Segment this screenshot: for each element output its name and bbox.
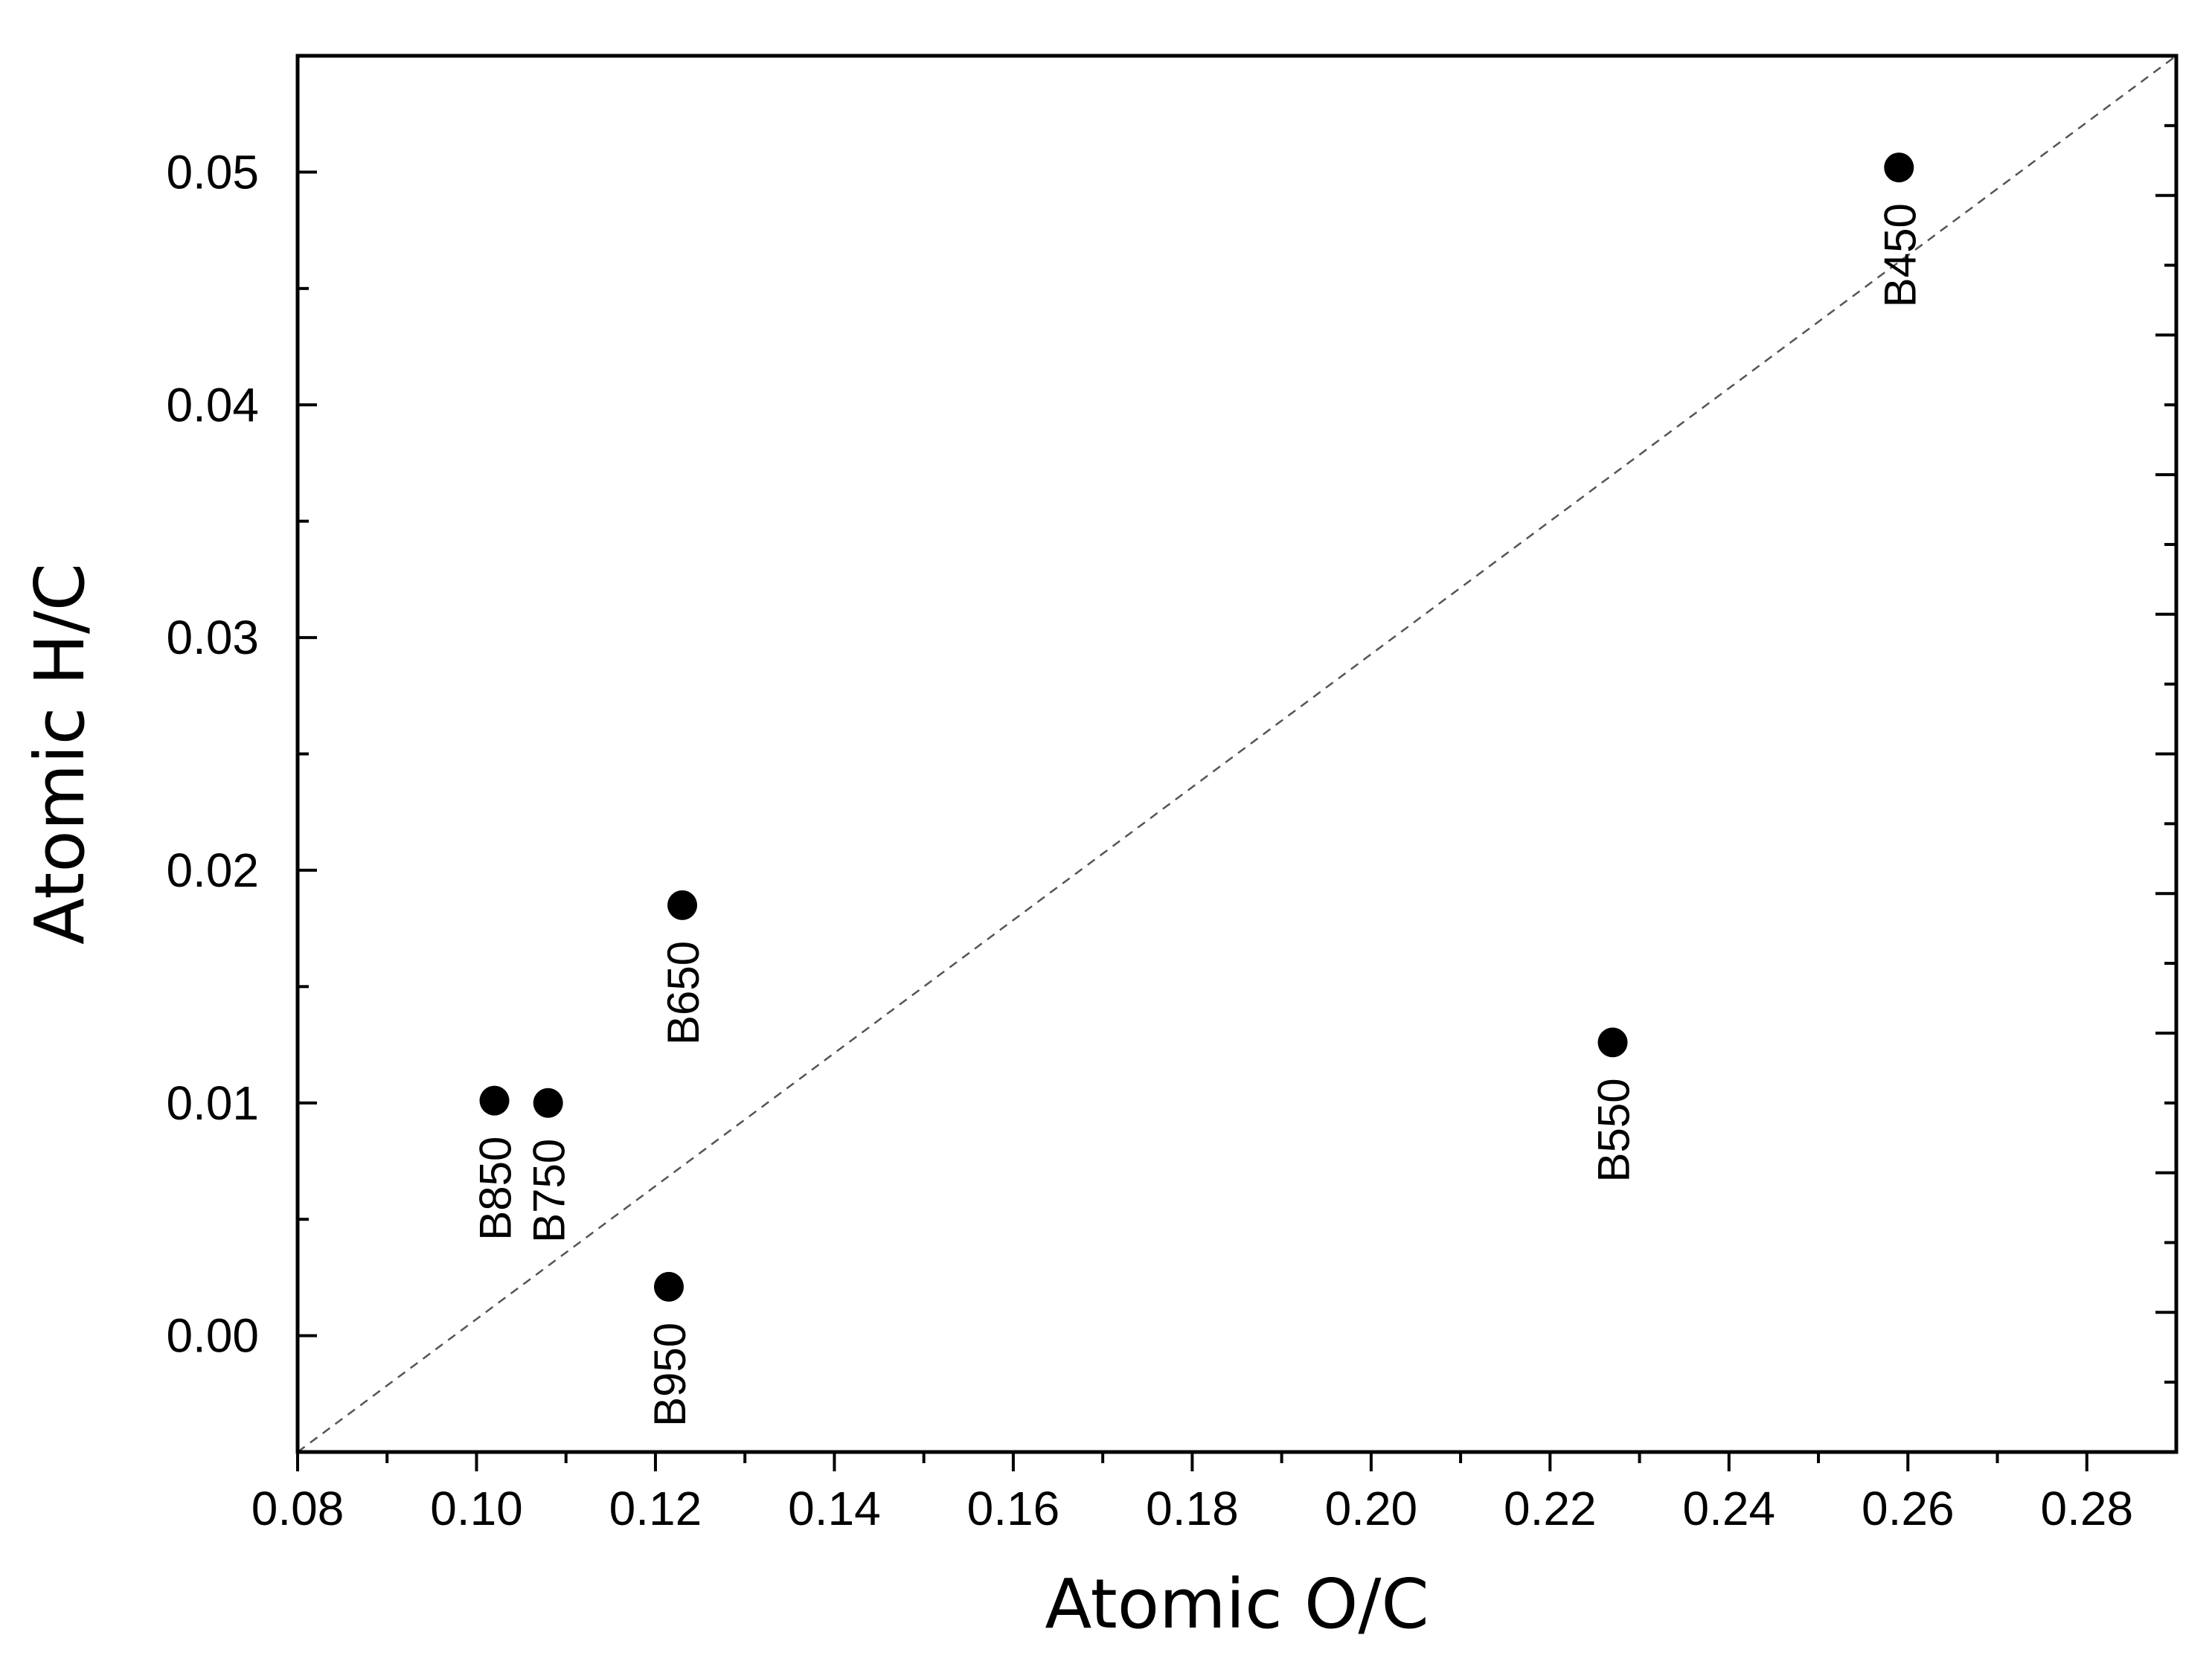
y-tick-label: 0.01 — [166, 1076, 259, 1130]
x-tick-label: 0.12 — [609, 1482, 702, 1535]
x-tick-label: 0.10 — [430, 1482, 523, 1535]
plot-frame — [295, 54, 2179, 1454]
data-point-b550 — [1597, 1027, 1628, 1058]
data-point-b950 — [653, 1271, 684, 1302]
data-point-b450 — [1884, 152, 1914, 183]
y-tick-label: 0.02 — [166, 844, 259, 897]
y-axis-ticks: 0.00 0.01 0.02 0.03 0.04 0.05 — [166, 54, 2176, 1453]
point-label-b550: B550 — [1589, 1078, 1639, 1182]
point-label-b950: B950 — [645, 1323, 695, 1427]
y-tick-label: 0.00 — [166, 1309, 259, 1363]
x-tick-label: 0.20 — [1325, 1482, 1418, 1535]
data-point-b650 — [667, 890, 698, 920]
data-point-b850 — [479, 1085, 510, 1116]
y-tick-label: 0.05 — [166, 145, 259, 199]
point-label-b450: B450 — [1875, 203, 1925, 307]
point-label-b650: B650 — [658, 941, 708, 1045]
y-tick-label: 0.04 — [166, 378, 259, 431]
data-point-b750 — [533, 1088, 563, 1118]
y-tick-label: 0.03 — [166, 611, 259, 664]
point-label-b750: B750 — [525, 1139, 574, 1243]
y-axis-title: Atomic H/C — [20, 563, 100, 945]
x-tick-label: 0.24 — [1683, 1482, 1776, 1535]
x-tick-label: 0.14 — [788, 1482, 881, 1535]
x-tick-label: 0.16 — [967, 1482, 1060, 1535]
point-label-b850: B850 — [471, 1137, 521, 1241]
x-axis-title: Atomic O/C — [1045, 1564, 1429, 1644]
x-tick-label: 0.22 — [1504, 1482, 1597, 1535]
x-tick-label: 0.26 — [1862, 1482, 1955, 1535]
x-tick-label: 0.18 — [1146, 1482, 1239, 1535]
x-tick-label: 0.08 — [251, 1482, 344, 1535]
x-axis-ticks: 0.08 0.10 0.12 0.14 0.16 0.18 0.20 0.22 0.24 0.26… — [251, 1452, 2133, 1535]
x-tick-label: 0.28 — [2040, 1482, 2133, 1535]
